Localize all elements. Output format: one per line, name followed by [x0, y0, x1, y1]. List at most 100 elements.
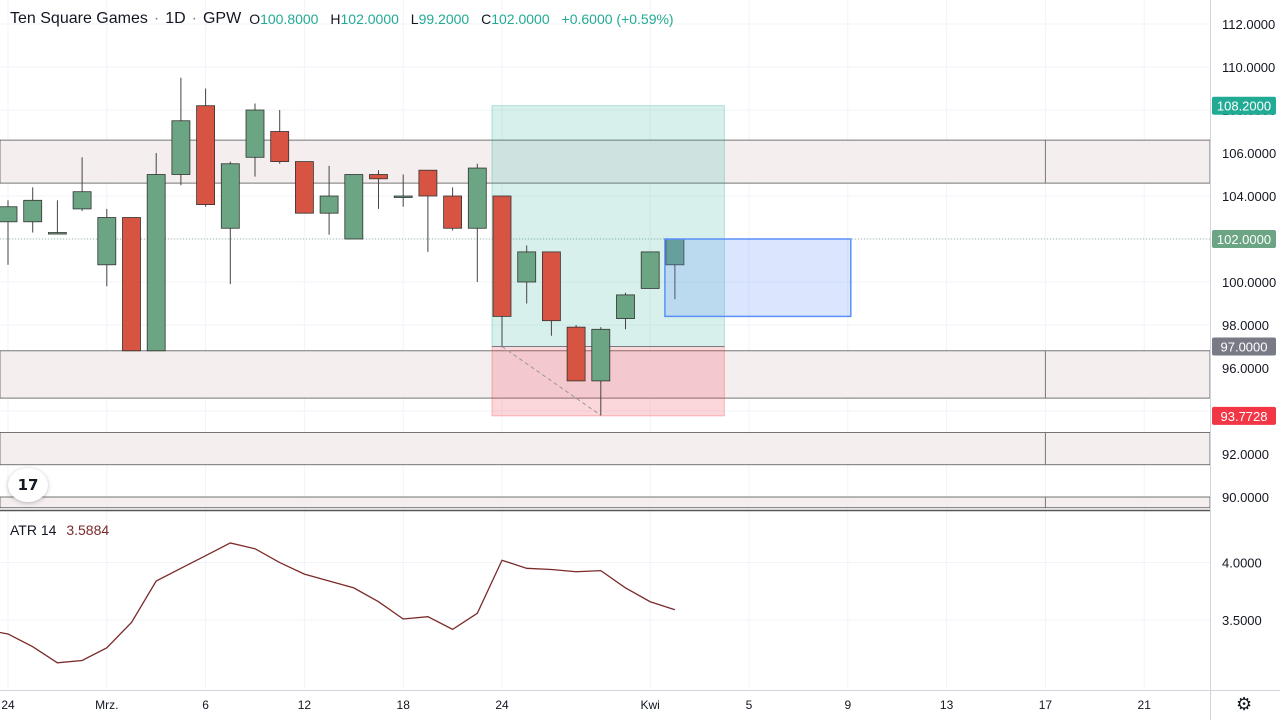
x-tick-label: Kwi	[641, 698, 660, 712]
candle	[665, 238, 685, 300]
candle-body	[97, 217, 117, 266]
candle	[492, 195, 512, 347]
candle	[591, 327, 611, 416]
candle	[393, 174, 413, 207]
candle	[542, 251, 561, 336]
candle-body	[591, 328, 611, 382]
candle-body	[220, 163, 240, 229]
y-tick-label: 92.0000	[1222, 447, 1269, 462]
candle	[0, 200, 18, 265]
price-label: 93.7728	[1212, 406, 1276, 425]
price-labels: 108.2000 102.0000 97.0000 93.7728	[1212, 96, 1276, 425]
x-tick-label: 5	[746, 698, 753, 712]
x-tick-label: 6	[202, 698, 209, 712]
candle	[616, 292, 635, 330]
candle-body	[122, 217, 141, 352]
candle	[640, 251, 660, 289]
candle	[270, 110, 290, 164]
tradingview-logo-icon[interactable]: 17	[8, 468, 48, 502]
symbol-name[interactable]: Ten Square Games	[10, 10, 148, 27]
atr-line	[0, 542, 676, 664]
candle-body	[23, 199, 43, 223]
price-label-bg	[1212, 96, 1276, 115]
close-value: 102.0000	[491, 11, 550, 27]
candle	[369, 170, 388, 209]
candle-body	[319, 195, 339, 214]
price-label: 102.0000	[1212, 230, 1276, 248]
header-separator: ·	[191, 10, 197, 27]
open-label: O	[249, 11, 261, 27]
x-tick-label: 24	[495, 698, 509, 712]
price-label: 108.2000	[1212, 96, 1276, 115]
candle-body	[542, 251, 561, 322]
exchange-label: GPW	[202, 10, 242, 27]
candle	[196, 88, 216, 207]
candle-body	[48, 232, 67, 235]
price-label-bg	[1212, 406, 1276, 425]
y-tick-label: 90.0000	[1222, 490, 1269, 505]
candle	[97, 208, 117, 287]
y-tick-label: 100.0000	[1222, 275, 1276, 290]
candle	[72, 157, 92, 212]
candle	[122, 217, 141, 352]
candle-body	[393, 195, 413, 198]
change-value: +0.6000 (+0.59%)	[561, 11, 674, 27]
candle-body	[72, 191, 92, 210]
candle	[566, 325, 586, 382]
x-tick-label: 17	[1039, 698, 1053, 712]
indicator-name[interactable]: ATR 14	[10, 522, 57, 538]
projection-box[interactable]	[664, 238, 852, 318]
candle	[220, 161, 240, 285]
price-label: 97.0000	[1212, 337, 1276, 356]
candle	[443, 187, 463, 231]
candle-body	[344, 174, 364, 240]
price-label-bg	[1212, 230, 1276, 248]
high-value: 102.0000	[340, 11, 399, 27]
x-tick-label: Mrz.	[95, 698, 118, 712]
price-label-text: 108.2000	[1217, 99, 1271, 114]
interval-label[interactable]: 1D	[165, 10, 186, 27]
candle	[344, 174, 364, 240]
low-value: 99.2000	[418, 11, 470, 27]
candle	[319, 165, 339, 235]
header-separator: ·	[153, 10, 160, 27]
candle-body	[443, 195, 463, 229]
candle	[171, 77, 191, 186]
chart-header: Ten Square Games · 1D · GPW O100.8000 H1…	[10, 10, 674, 28]
candle-body	[171, 120, 191, 175]
x-tick-label: 18	[397, 698, 411, 712]
indicator-legend: ATR 14 3.5884	[10, 522, 109, 538]
candle	[294, 161, 314, 214]
candle	[48, 200, 67, 235]
x-tick-label: 21	[1138, 698, 1152, 712]
price-label-text: 97.0000	[1221, 340, 1268, 355]
candle-body	[492, 195, 512, 317]
candles	[0, 77, 685, 416]
candle-body	[418, 169, 438, 197]
candle-body	[566, 326, 586, 382]
candle-body	[640, 251, 660, 289]
projection-rect	[664, 238, 852, 318]
candle-body	[196, 105, 216, 205]
y-tick-label: 106.0000	[1222, 146, 1276, 161]
gear-icon[interactable]: ⚙	[1236, 694, 1253, 715]
zone-rect	[0, 432, 1211, 466]
x-tick-label: 13	[940, 698, 954, 712]
dashed-trajectory	[501, 346, 602, 416]
atr-y-tick-label: 3.5000	[1222, 613, 1262, 628]
candle-body	[294, 161, 314, 214]
high-label: H	[330, 11, 341, 27]
y-tick-label: 98.0000	[1222, 318, 1269, 333]
x-tick-label: 9	[844, 698, 851, 712]
target-zone	[491, 105, 725, 347]
candle	[146, 153, 166, 352]
x-tick-label: 12	[298, 698, 312, 712]
candle-body	[616, 294, 635, 319]
candle-body	[146, 174, 166, 352]
candle-body	[517, 251, 537, 283]
ohlc-values: O100.8000 H102.0000 L99.2000 C102.0000 +…	[249, 11, 673, 27]
atr-polyline	[0, 542, 676, 664]
close-label: C	[481, 11, 492, 27]
